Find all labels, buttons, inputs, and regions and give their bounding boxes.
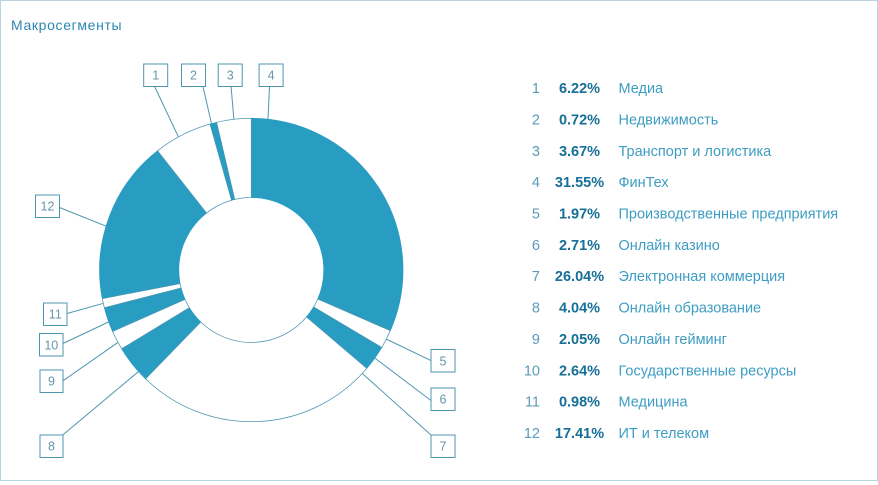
svg-text:1: 1	[532, 81, 540, 97]
svg-text:17.41%: 17.41%	[555, 426, 604, 442]
svg-text:1: 1	[152, 69, 159, 83]
svg-text:8: 8	[48, 440, 55, 454]
svg-text:10: 10	[44, 338, 58, 352]
svg-text:0.72%: 0.72%	[559, 112, 600, 128]
svg-text:0.98%: 0.98%	[559, 395, 600, 411]
svg-text:2: 2	[190, 69, 197, 83]
svg-text:2.71%: 2.71%	[559, 238, 600, 254]
svg-text:Транспорт и логистика: Транспорт и логистика	[619, 144, 773, 160]
svg-text:31.55%: 31.55%	[555, 175, 604, 191]
svg-text:Производственные предприятия: Производственные предприятия	[619, 207, 839, 223]
svg-text:8: 8	[532, 301, 540, 317]
svg-text:Онлайн образование: Онлайн образование	[619, 301, 762, 317]
svg-text:12: 12	[41, 200, 55, 214]
svg-text:6: 6	[532, 238, 540, 254]
svg-text:1.97%: 1.97%	[559, 207, 600, 223]
svg-text:2: 2	[532, 112, 540, 128]
svg-text:12: 12	[524, 426, 540, 442]
svg-text:Государственные ресурсы: Государственные ресурсы	[619, 363, 797, 379]
svg-text:4: 4	[532, 175, 540, 191]
svg-text:Электронная коммерция: Электронная коммерция	[619, 269, 786, 285]
svg-text:3: 3	[532, 144, 540, 160]
svg-text:3.67%: 3.67%	[559, 144, 600, 160]
svg-text:Онлайн гейминг: Онлайн гейминг	[619, 332, 727, 348]
svg-text:4: 4	[268, 69, 275, 83]
svg-text:4.04%: 4.04%	[559, 301, 600, 317]
svg-text:10: 10	[524, 363, 540, 379]
svg-text:6.22%: 6.22%	[559, 81, 600, 97]
svg-text:Недвижимость: Недвижимость	[619, 112, 719, 128]
svg-text:ИТ и телеком: ИТ и телеком	[619, 426, 710, 442]
svg-text:11: 11	[49, 308, 62, 322]
svg-text:11: 11	[525, 395, 540, 411]
svg-text:9: 9	[532, 332, 540, 348]
svg-text:Медицина: Медицина	[619, 395, 689, 411]
svg-text:7: 7	[440, 440, 447, 454]
svg-text:5: 5	[440, 354, 447, 368]
svg-text:Медиа: Медиа	[619, 81, 665, 97]
svg-text:6: 6	[440, 393, 447, 407]
svg-text:9: 9	[48, 375, 55, 389]
svg-text:26.04%: 26.04%	[555, 269, 604, 285]
svg-text:Онлайн казино: Онлайн казино	[619, 238, 720, 254]
svg-text:2.64%: 2.64%	[559, 363, 600, 379]
svg-text:2.05%: 2.05%	[559, 332, 600, 348]
svg-text:Макросегменты: Макросегменты	[11, 17, 122, 33]
svg-text:3: 3	[227, 69, 234, 83]
svg-text:7: 7	[532, 269, 540, 285]
svg-text:ФинТех: ФинТех	[619, 175, 670, 191]
svg-text:5: 5	[532, 207, 540, 223]
